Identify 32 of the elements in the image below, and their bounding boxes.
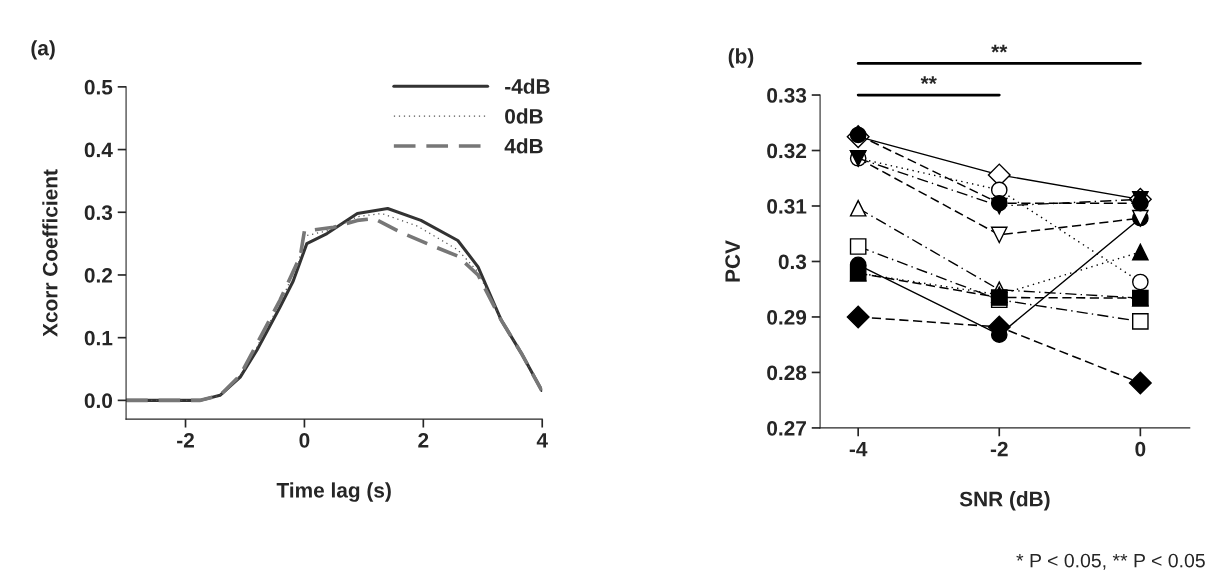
- text: * P < 0.05, ** P < 0.05: [1016, 553, 1205, 570]
- y-tick-label: 0.1: [84, 330, 113, 346]
- y-axis-title: PCV: [725, 240, 740, 282]
- x-tick-label: -4: [849, 441, 868, 457]
- legend-label: 4dB: [504, 138, 543, 154]
- x-tick-label: 0: [1135, 441, 1146, 457]
- y-tick-label: 0.27: [767, 420, 806, 436]
- legend-label: -4dB: [505, 78, 550, 94]
- text: **: [920, 76, 937, 85]
- y-tick-label: 0.3: [778, 254, 807, 270]
- chart-title: (b): [728, 48, 754, 68]
- legend-label: 0dB: [505, 108, 543, 124]
- y-axis-title: Xcorr Coefficient: [42, 169, 58, 337]
- y-tick-label: 0.29: [767, 309, 807, 325]
- y-tick-label: 0.33: [767, 88, 807, 103]
- y-tick-label: 0.5: [84, 79, 113, 95]
- text: **: [991, 44, 1008, 53]
- y-tick-label: 0.4: [84, 142, 113, 158]
- y-tick-label: 0.0: [84, 393, 113, 409]
- y-tick-label: 0.2: [84, 267, 113, 283]
- chart-title: (a): [31, 40, 55, 60]
- x-tick-label: -2: [177, 432, 194, 448]
- y-tick-label: 0.31: [767, 198, 807, 214]
- y-tick-label: 0.3: [84, 205, 113, 221]
- x-tick-label: 2: [418, 432, 429, 448]
- x-axis-title: SNR (dB): [959, 491, 1050, 511]
- y-tick-label: 0.28: [767, 365, 807, 381]
- x-tick-label: 4: [536, 433, 548, 448]
- x-tick-label: 0: [299, 432, 310, 448]
- x-tick-label: -2: [990, 441, 1008, 457]
- x-axis-title: Time lag (s): [276, 482, 391, 502]
- y-tick-label: 0.32: [767, 143, 807, 159]
